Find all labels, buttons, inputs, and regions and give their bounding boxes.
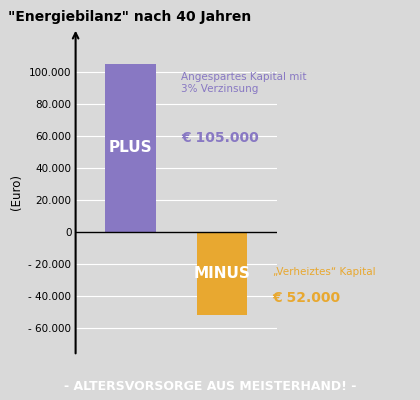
Y-axis label: (Euro): (Euro) [10, 174, 23, 210]
Text: - ALTERSVORSORGE AUS MEISTERHAND! -: - ALTERSVORSORGE AUS MEISTERHAND! - [64, 380, 356, 392]
Text: € 52.000: € 52.000 [273, 291, 341, 305]
Text: "Energiebilanz" nach 40 Jahren: "Energiebilanz" nach 40 Jahren [8, 10, 252, 24]
Text: PLUS: PLUS [109, 140, 152, 156]
Bar [197, 232, 247, 315]
Text: Angespartes Kapital mit
3% Verzinsung: Angespartes Kapital mit 3% Verzinsung [181, 72, 307, 94]
Bar [105, 64, 156, 232]
Text: „Verheiztes“ Kapital: „Verheiztes“ Kapital [273, 267, 375, 277]
Text: € 105.000: € 105.000 [181, 131, 259, 145]
Text: MINUS: MINUS [194, 266, 251, 281]
